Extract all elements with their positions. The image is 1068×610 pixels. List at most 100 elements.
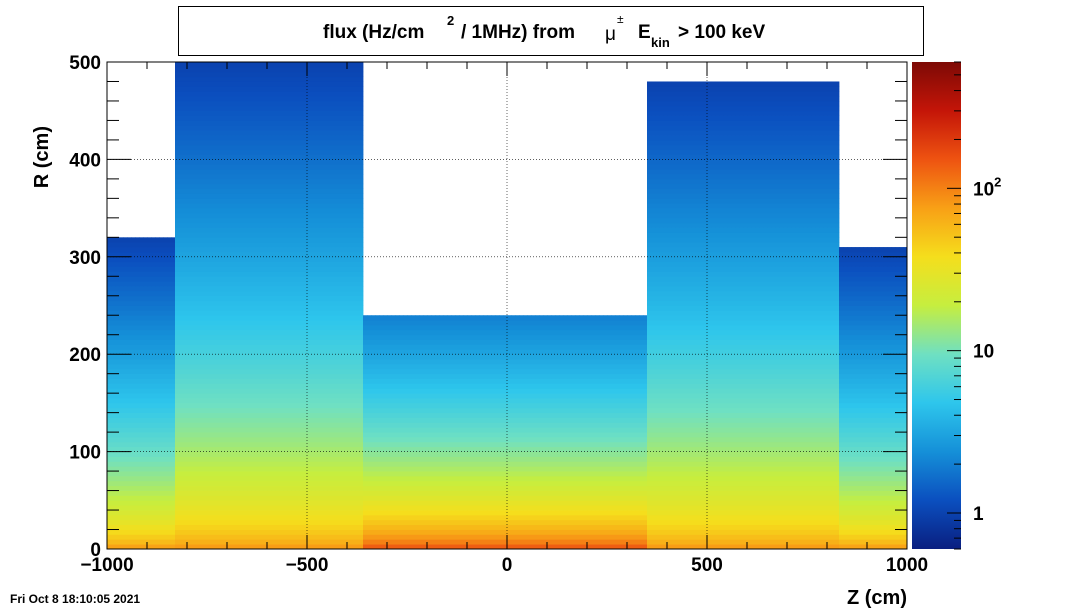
heatmap-cell <box>199 81 204 87</box>
heatmap-cell <box>199 251 204 258</box>
heatmap-cell <box>175 183 180 190</box>
heatmap-cell <box>247 149 252 155</box>
heatmap-cell <box>199 169 204 175</box>
heatmap-cell <box>319 524 324 530</box>
heatmap-cell <box>215 466 220 472</box>
heatmap-cell <box>119 354 124 360</box>
heatmap-cell <box>307 295 312 302</box>
heatmap-cell <box>179 91 184 97</box>
heatmap-cell <box>179 383 184 389</box>
heatmap-cell <box>115 300 120 306</box>
heatmap-cell <box>271 203 276 209</box>
heatmap-cell <box>283 242 288 248</box>
heatmap-cell <box>203 100 208 107</box>
heatmap-cell <box>211 310 216 316</box>
heatmap-cell <box>283 471 288 477</box>
heatmap-cell <box>327 417 332 423</box>
heatmap-cell <box>235 105 240 112</box>
heatmap-cell <box>119 461 124 467</box>
heatmap-cell <box>267 510 272 516</box>
heatmap-cell <box>303 461 308 467</box>
heatmap-cell <box>251 446 256 452</box>
heatmap-cell <box>263 529 268 535</box>
heatmap-cell <box>143 315 148 321</box>
heatmap-cell <box>311 544 316 549</box>
heatmap-cell <box>219 251 224 258</box>
heatmap-cell <box>255 276 260 282</box>
heatmap-cell <box>155 441 160 448</box>
heatmap-cell <box>191 349 196 355</box>
heatmap-cell <box>199 164 204 170</box>
heatmap-cell <box>159 315 164 321</box>
heatmap-cell <box>263 256 268 263</box>
heatmap-cell <box>163 490 168 496</box>
heatmap-cell <box>179 178 184 185</box>
heatmap-cell <box>207 237 212 243</box>
heatmap-cell <box>207 261 212 267</box>
heatmap-cell <box>247 208 252 214</box>
heatmap-cell <box>263 334 268 340</box>
heatmap-cell <box>239 373 244 379</box>
heatmap-cell <box>311 315 316 321</box>
heatmap-cell <box>139 398 144 404</box>
heatmap-cell <box>307 222 312 228</box>
heatmap-cell <box>319 344 324 350</box>
heatmap-cell <box>203 354 208 360</box>
heatmap-cell <box>315 407 320 414</box>
heatmap-cell <box>315 432 320 438</box>
heatmap-cell <box>139 271 144 277</box>
heatmap-cell <box>231 466 236 472</box>
heatmap-cell <box>307 188 312 194</box>
heatmap-cell <box>179 529 184 535</box>
heatmap-cell <box>239 519 244 526</box>
heatmap-cell <box>283 212 288 219</box>
heatmap-cell <box>227 178 232 185</box>
heatmap-cell <box>315 198 320 204</box>
heatmap-cell <box>247 276 252 282</box>
heatmap-cell <box>191 251 196 258</box>
heatmap-cell <box>211 402 216 409</box>
heatmap-cell <box>151 344 156 350</box>
heatmap-cell <box>143 354 148 360</box>
heatmap-cell <box>327 290 332 297</box>
heatmap-cell <box>255 446 260 452</box>
heatmap-cell <box>291 251 296 258</box>
heatmap-cell <box>207 471 212 477</box>
heatmap-cell <box>275 300 280 306</box>
heatmap-cell <box>123 290 128 297</box>
heatmap-cell <box>143 251 148 258</box>
heatmap-cell <box>299 320 304 326</box>
heatmap-cell <box>199 135 204 141</box>
heatmap-cell <box>323 398 328 404</box>
heatmap-cell <box>203 193 208 199</box>
heatmap-cell <box>251 188 256 194</box>
heatmap-cell <box>319 237 324 243</box>
heatmap-cell <box>191 315 196 321</box>
heatmap-cell <box>179 169 184 175</box>
heatmap-cell <box>283 261 288 267</box>
heatmap-cell <box>247 295 252 302</box>
heatmap-cell <box>227 66 232 73</box>
heatmap-cell <box>243 529 248 535</box>
heatmap-cell <box>135 524 140 530</box>
heatmap-cell <box>323 334 328 340</box>
heatmap-cell <box>323 451 328 457</box>
heatmap-cell <box>275 383 280 389</box>
heatmap-cell <box>279 305 284 311</box>
heatmap-cell <box>123 490 128 496</box>
heatmap-cell <box>251 169 256 175</box>
heatmap-cell <box>299 193 304 199</box>
heatmap-cell <box>171 286 176 292</box>
heatmap-cell <box>171 310 176 316</box>
heatmap-cell <box>183 475 188 482</box>
heatmap-cell <box>211 368 216 375</box>
heatmap-cell <box>211 227 216 233</box>
heatmap-cell <box>207 251 212 258</box>
heatmap-cell <box>267 120 272 126</box>
heatmap-cell <box>291 149 296 155</box>
heatmap-cell <box>119 286 124 292</box>
heatmap-cell <box>143 271 148 277</box>
heatmap-cell <box>319 329 324 336</box>
heatmap-cell <box>175 212 180 219</box>
heatmap-cell <box>295 363 300 370</box>
